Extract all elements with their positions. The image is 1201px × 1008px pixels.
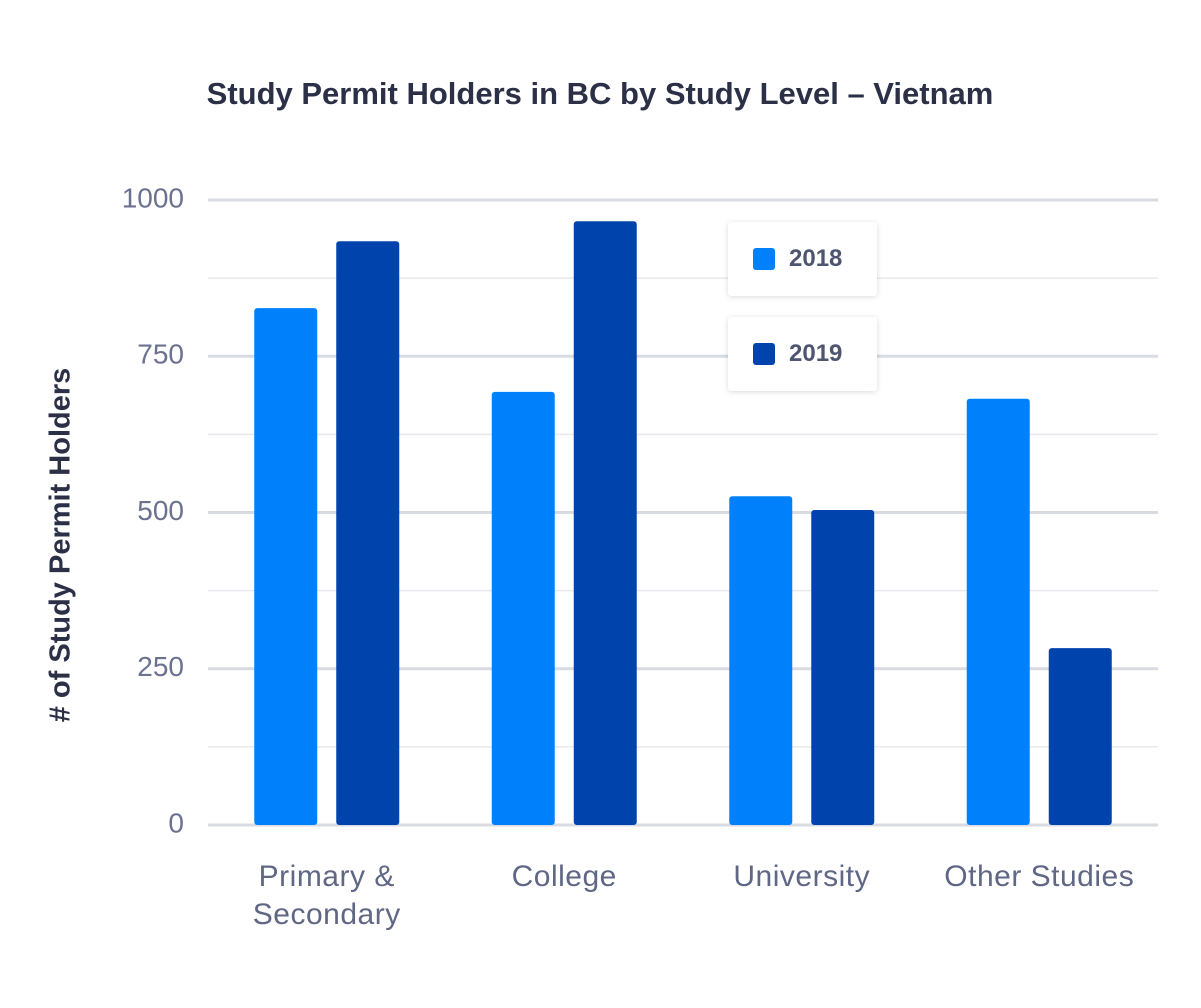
y-axis-label: # of Study Permit Holders — [45, 368, 77, 723]
bar — [573, 221, 637, 825]
y-tick-label: 0 — [168, 807, 184, 838]
bar — [336, 241, 400, 825]
x-tick-label: University — [733, 860, 871, 893]
legend-swatch — [753, 343, 775, 365]
y-tick-label: 250 — [137, 651, 184, 682]
chart-title: Study Permit Holders in BC by Study Leve… — [207, 76, 994, 111]
y-tick-label: 1000 — [122, 182, 184, 213]
bar — [966, 398, 1030, 825]
bar — [811, 510, 875, 825]
y-tick-label: 750 — [137, 339, 184, 370]
legend-item: 2019 — [728, 317, 877, 391]
bar — [254, 308, 318, 825]
y-tick-label: 500 — [137, 495, 184, 526]
legend-label: 2019 — [789, 340, 843, 367]
bar — [491, 391, 555, 825]
bar — [729, 496, 793, 825]
x-tick-label: College — [511, 860, 617, 893]
legend-item: 2018 — [728, 222, 877, 296]
bar — [1048, 648, 1112, 825]
legend-swatch — [753, 248, 775, 270]
legend-label: 2018 — [789, 245, 843, 272]
x-tick-label: Other Studies — [944, 860, 1135, 893]
x-tick-label: Primary & Secondary — [252, 860, 401, 931]
